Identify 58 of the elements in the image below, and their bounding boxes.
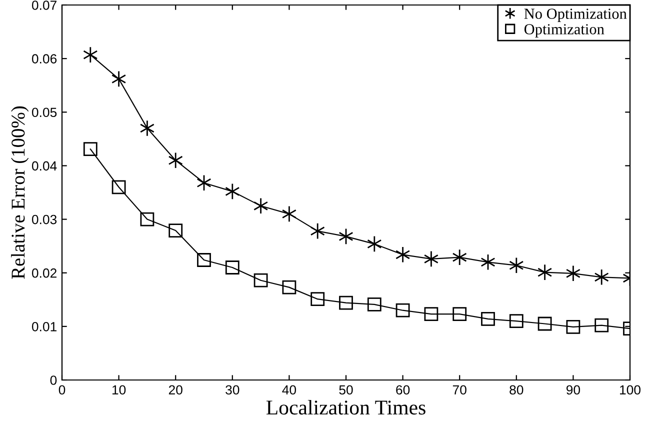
point xyxy=(111,70,126,88)
point xyxy=(168,152,183,169)
point xyxy=(140,120,155,137)
x-tick-label: 90 xyxy=(566,385,580,395)
point xyxy=(566,265,581,282)
point xyxy=(395,246,410,263)
x-tick-label: 30 xyxy=(226,385,240,395)
y-tick-label: 0.06 xyxy=(32,54,57,64)
point xyxy=(83,142,98,156)
legend-label: No Optimization xyxy=(524,8,627,22)
point xyxy=(197,253,211,267)
point xyxy=(509,257,524,274)
point xyxy=(83,46,98,64)
point xyxy=(282,280,296,294)
point xyxy=(594,268,609,286)
x-axis-title: Localization Times xyxy=(266,400,426,415)
legend-label: Optimization xyxy=(524,24,604,38)
point xyxy=(566,320,580,334)
x-tick-label: 50 xyxy=(339,385,353,395)
y-tick-label: 0.01 xyxy=(32,322,56,332)
point xyxy=(168,224,183,238)
point xyxy=(225,183,240,200)
point xyxy=(538,316,552,331)
x-tick-label: 10 xyxy=(112,385,126,395)
point xyxy=(339,296,353,310)
x-tick-label: 0 xyxy=(58,385,66,395)
y-axis-title: Relative Error (100%) xyxy=(11,106,29,279)
point xyxy=(310,292,325,306)
point xyxy=(481,312,495,326)
y-tick-label: 0.02 xyxy=(32,268,56,278)
y-tick-label: 0.07 xyxy=(32,0,56,10)
point xyxy=(452,248,467,266)
x-tick-label: 80 xyxy=(510,385,524,395)
point xyxy=(310,222,325,240)
point xyxy=(367,236,382,252)
y-tick-label: 0.03 xyxy=(32,214,57,224)
point xyxy=(254,273,268,288)
y-tick-label: 0.05 xyxy=(32,108,57,118)
point xyxy=(112,180,126,194)
point xyxy=(537,264,552,281)
x-tick-label: 20 xyxy=(168,385,182,395)
x-tick-label: 70 xyxy=(452,385,466,395)
x-tick-label: 100 xyxy=(620,385,640,395)
point xyxy=(253,198,268,214)
point xyxy=(282,206,297,222)
y-tick-label: 0 xyxy=(50,376,57,385)
point xyxy=(396,303,410,318)
x-tick-label: 60 xyxy=(396,385,410,395)
point xyxy=(594,318,609,332)
point xyxy=(424,250,439,268)
point xyxy=(424,307,438,322)
point xyxy=(367,298,382,312)
point xyxy=(509,314,524,328)
point xyxy=(225,260,240,274)
y-tick-label: 0.04 xyxy=(32,161,57,171)
point xyxy=(140,212,154,226)
x-tick-label: 40 xyxy=(282,385,296,395)
point xyxy=(452,307,467,322)
